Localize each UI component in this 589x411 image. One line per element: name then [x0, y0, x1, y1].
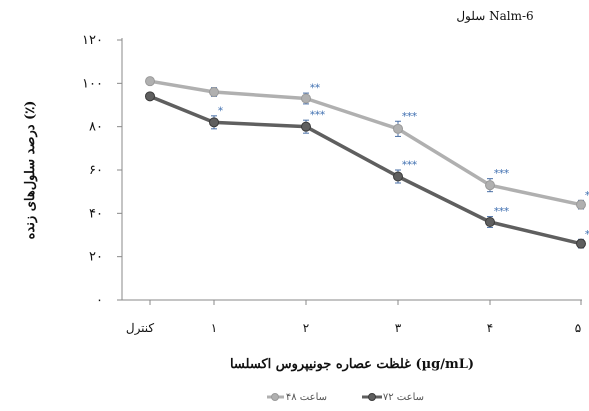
- x-tick-label: ۴: [487, 321, 493, 335]
- significance-label: **: [310, 83, 320, 94]
- data-point: [145, 76, 155, 87]
- data-point: [576, 238, 586, 249]
- significance-label: ***: [494, 207, 509, 218]
- data-point: [393, 171, 403, 182]
- y-tick-label: ۶۰: [89, 163, 103, 178]
- data-point: [393, 123, 403, 134]
- significance-label: ***: [402, 111, 417, 122]
- significance-label: **: [585, 190, 589, 201]
- series-layer: *********************: [145, 76, 589, 249]
- significance-label: *: [218, 106, 223, 117]
- data-point: [485, 217, 495, 227]
- y-tick-label: ۴۰: [89, 206, 103, 221]
- x-tick-label: ۳: [395, 321, 402, 335]
- chart-title: سلول Nalm-6: [456, 9, 533, 23]
- x-tick-label: ۲: [303, 321, 309, 335]
- legend-marker-72h: [368, 393, 376, 401]
- legend-label-48h: ساعت ۴۸: [286, 392, 327, 403]
- significance-label: ***: [402, 160, 417, 171]
- y-tick-label: ۰: [96, 293, 103, 308]
- legend-marker-48h: [271, 393, 279, 401]
- legend: ساعت ۴۸ ساعت ۷۲: [267, 392, 424, 403]
- y-tick-label: ۸۰: [89, 120, 103, 135]
- data-point: [301, 93, 311, 104]
- x-tick-label: ۱: [211, 321, 217, 335]
- data-point: [145, 91, 155, 102]
- y-tick-label: ۱۰۰: [82, 76, 103, 91]
- data-point: [301, 121, 311, 132]
- y-ticks: ۰ ۲۰ ۴۰ ۶۰ ۸۰ ۱۰۰ ۱۲۰: [82, 33, 122, 308]
- data-point: [209, 87, 219, 97]
- x-tick-label: کنترل: [126, 321, 155, 335]
- x-tick-label: ۵: [575, 321, 581, 335]
- series-line-0: [149, 79, 582, 207]
- significance-label: *: [585, 229, 589, 240]
- y-axis-label: درصد سلول‌های زنده (٪): [23, 101, 38, 240]
- data-point: [209, 117, 219, 128]
- y-tick-label: ۱۲۰: [82, 33, 103, 48]
- x-axis-label: غلظت عصاره جونیپروس اکسلسا (µg/mL): [230, 357, 474, 372]
- data-point: [485, 180, 495, 191]
- data-point: [576, 199, 586, 210]
- legend-label-72h: ساعت ۷۲: [383, 392, 424, 403]
- significance-label: ***: [310, 110, 325, 121]
- y-tick-label: ۲۰: [89, 250, 103, 265]
- series-line-1: [149, 94, 582, 246]
- significance-label: ***: [494, 169, 509, 180]
- x-ticks: کنترل ۱ ۲ ۳ ۴ ۵: [126, 300, 582, 335]
